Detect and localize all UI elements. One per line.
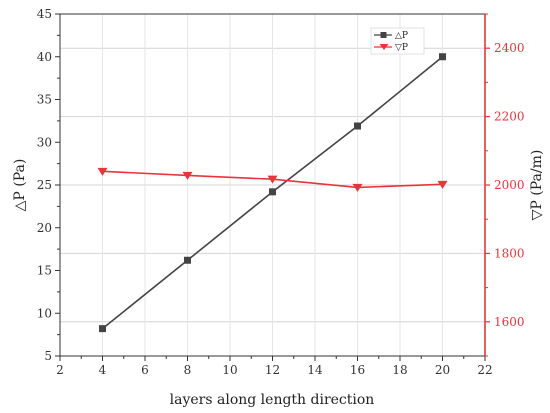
data-point-delta-p bbox=[439, 53, 446, 61]
x-tick-label: 18 bbox=[392, 363, 407, 377]
x-tick-label: 2 bbox=[56, 363, 64, 377]
x-tick-label: 4 bbox=[99, 363, 107, 377]
legend-box bbox=[370, 27, 425, 55]
tick-labels: 2 4 6 8 10 12 14 16 18 20 22 5 10 15 20 25 30 35 40 45 1600 1… bbox=[37, 7, 525, 377]
data-point-nabla-p bbox=[267, 175, 278, 184]
legend-label-delta-p: △P bbox=[395, 31, 408, 41]
left-y-axis-title: △P (Pa) bbox=[12, 159, 28, 212]
data-point-nabla-p bbox=[182, 171, 193, 180]
left-y-tick-label: 25 bbox=[37, 178, 52, 192]
data-point-nabla-p bbox=[352, 183, 363, 192]
legend-marker-nabla-p bbox=[379, 44, 389, 50]
x-tick-label: 20 bbox=[435, 363, 450, 377]
x-axis-title: layers along length direction bbox=[170, 392, 375, 408]
left-y-tick-label: 45 bbox=[37, 7, 52, 21]
left-y-tick-label: 40 bbox=[37, 50, 52, 64]
left-y-tick-label: 15 bbox=[37, 264, 52, 278]
left-y-tick-label: 30 bbox=[37, 135, 52, 149]
left-y-tick-label: 20 bbox=[37, 221, 52, 235]
legend-label-nabla-p: ▽P bbox=[395, 43, 408, 53]
left-y-tick-label: 10 bbox=[37, 306, 52, 320]
x-tick-label: 10 bbox=[222, 363, 237, 377]
right-y-axis-title: ▽P (Pa/m) bbox=[529, 150, 545, 221]
x-tick-label: 12 bbox=[265, 363, 280, 377]
data-point-delta-p bbox=[99, 325, 106, 333]
right-y-tick-label: 1800 bbox=[494, 246, 525, 260]
left-y-tick-label: 35 bbox=[37, 93, 52, 107]
data-point-delta-p bbox=[354, 122, 361, 130]
right-y-tick-label: 1600 bbox=[494, 315, 525, 329]
series-layer bbox=[97, 53, 448, 333]
data-point-nabla-p bbox=[97, 167, 108, 176]
data-point-delta-p bbox=[269, 188, 276, 196]
x-tick-label: 16 bbox=[350, 363, 365, 377]
legend: △P ▽P bbox=[370, 27, 425, 55]
left-y-tick-label: 5 bbox=[44, 349, 52, 363]
legend-marker-delta-p bbox=[380, 32, 387, 38]
x-tick-label: 6 bbox=[141, 363, 149, 377]
x-tick-label: 22 bbox=[477, 363, 492, 377]
x-tick-label: 8 bbox=[184, 363, 192, 377]
x-tick-label: 14 bbox=[307, 363, 323, 377]
data-point-nabla-p bbox=[437, 180, 448, 189]
tick-marks bbox=[55, 13, 490, 361]
right-y-tick-label: 2000 bbox=[494, 178, 525, 192]
right-y-tick-label: 2200 bbox=[494, 110, 525, 124]
right-y-tick-label: 2400 bbox=[494, 41, 525, 55]
data-point-delta-p bbox=[184, 256, 191, 264]
